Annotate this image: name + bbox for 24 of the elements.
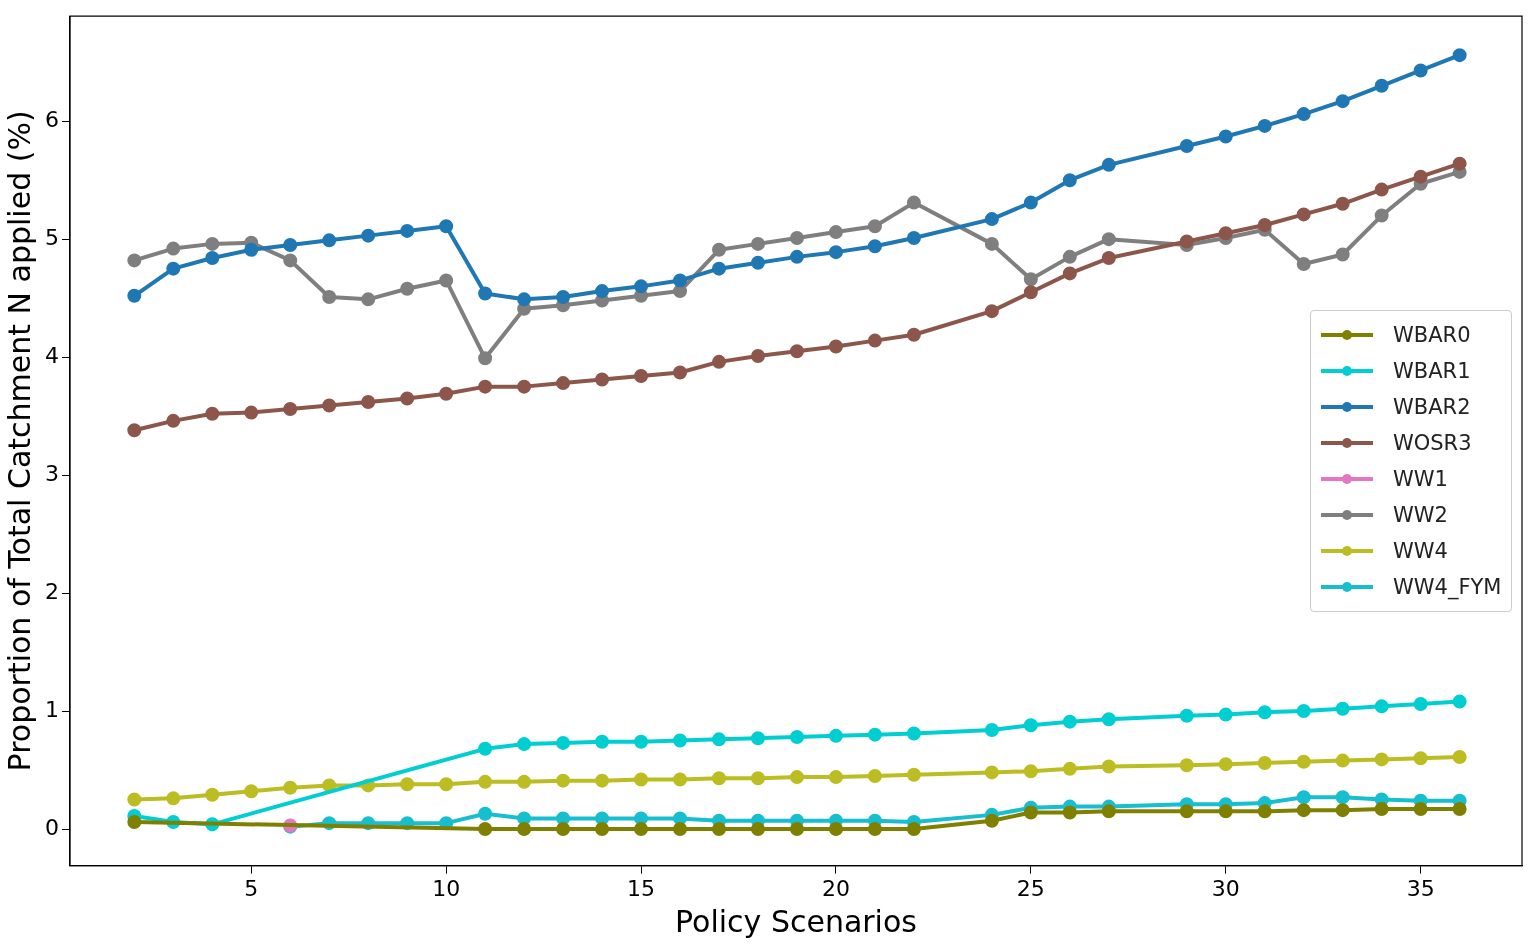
- x-tick-label: 30: [1211, 875, 1240, 901]
- legend-label: WBAR0: [1393, 322, 1471, 347]
- y-tick-label: 5: [45, 224, 59, 250]
- legend-label: WW4: [1393, 538, 1448, 563]
- y-axis-title: Proportion of Total Catchment N applied (%): [1, 110, 37, 772]
- legend-label: WW2: [1393, 502, 1448, 527]
- legend-label: WOSR3: [1393, 430, 1472, 455]
- x-tick-label: 5: [244, 875, 259, 901]
- y-tick-label: 1: [45, 696, 59, 722]
- y-tick-label: 4: [45, 342, 59, 368]
- y-tick-label: 2: [45, 578, 59, 604]
- legend-label: WW1: [1393, 466, 1448, 491]
- x-tick-label: 20: [821, 875, 850, 901]
- legend-label: WBAR1: [1393, 358, 1471, 383]
- x-tick-label: 35: [1406, 875, 1435, 901]
- x-tick-label: 15: [627, 875, 656, 901]
- legend-label: WBAR2: [1393, 394, 1471, 419]
- y-tick-label: 3: [45, 460, 59, 486]
- y-tick-label: 0: [45, 814, 59, 840]
- x-axis-title: Policy Scenarios: [675, 903, 917, 939]
- x-tick-label: 10: [432, 875, 461, 901]
- y-tick-label: 6: [45, 106, 59, 132]
- x-tick-label: 25: [1016, 875, 1045, 901]
- legend-label: WW4_FYM: [1393, 574, 1502, 599]
